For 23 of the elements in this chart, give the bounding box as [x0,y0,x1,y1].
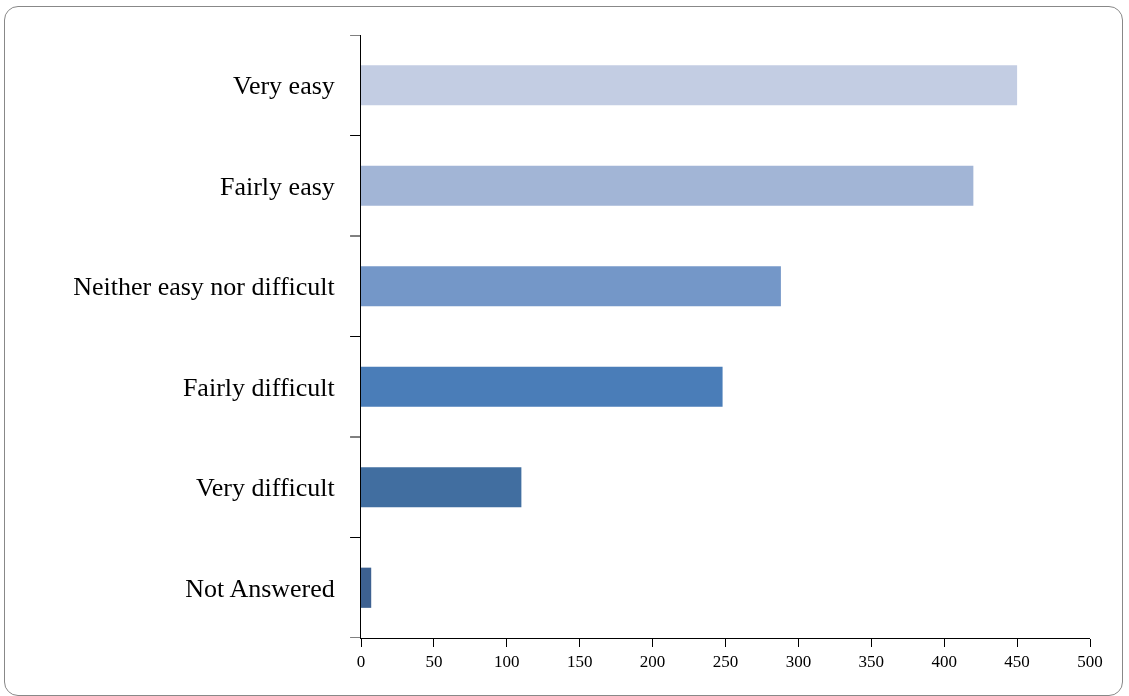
bar [361,567,372,608]
y-tick-label: Fairly difficult [182,372,336,402]
x-tick-label: 250 [712,652,739,672]
x-tick-label: 200 [639,652,666,672]
bar [361,366,723,407]
bar [361,266,781,307]
y-tick-label: Very easy [233,71,335,101]
x-tick-label: 150 [566,652,593,672]
x-tick-label: 350 [858,652,885,672]
y-tick-label: Neither easy nor difficult [73,272,336,302]
x-tick-label: 300 [785,652,812,672]
x-tick-label: 0 [356,652,366,672]
x-tick-label: 450 [1004,652,1030,672]
bar [361,65,1018,106]
y-tick-label: Fairly easy [219,171,335,201]
bar [361,165,974,206]
x-tick-label: 100 [494,652,520,672]
y-tick-label: Not Answered [185,573,335,603]
x-tick-label: 500 [1077,652,1103,672]
x-tick-label: 50 [425,652,443,672]
y-tick-label: Very difficult [195,473,336,503]
bar [361,467,522,508]
x-tick-label: 400 [931,652,957,672]
